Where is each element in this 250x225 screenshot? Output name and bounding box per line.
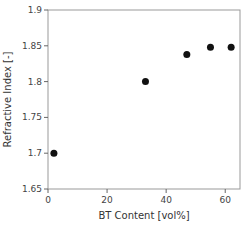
x-axis-label: BT Content [vol%] xyxy=(98,210,189,221)
scatter-point xyxy=(183,51,190,58)
x-tick xyxy=(107,189,108,193)
x-tick xyxy=(225,189,226,193)
axes: 0 20 40 60 1.65 1.7 1.75 1.8 1.85 1.9 xyxy=(22,5,231,205)
y-tick xyxy=(44,189,48,190)
y-tick-label: 1.75 xyxy=(22,112,42,122)
y-tick xyxy=(44,10,48,11)
y-tick xyxy=(44,117,48,118)
x-tick-label: 20 xyxy=(101,195,113,205)
chart-container: 0 20 40 60 1.65 1.7 1.75 1.8 1.85 1.9 BT Content [… xyxy=(0,0,250,225)
y-tick xyxy=(44,45,48,46)
y-axis-label: Refractive Index [-] xyxy=(2,51,13,147)
x-tick-label: 0 xyxy=(45,195,51,205)
scatter-point xyxy=(50,150,57,157)
y-tick-label: 1.65 xyxy=(22,184,42,194)
x-tick-label: 60 xyxy=(220,195,232,205)
x-tick-label: 40 xyxy=(160,195,172,205)
points xyxy=(50,44,234,157)
y-tick-label: 1.8 xyxy=(28,77,43,87)
y-tick-label: 1.85 xyxy=(22,41,42,51)
y-tick-label: 1.7 xyxy=(28,148,42,158)
chart-svg: 0 20 40 60 1.65 1.7 1.75 1.8 1.85 1.9 BT Content [… xyxy=(0,0,250,225)
x-tick xyxy=(166,189,167,193)
y-tick xyxy=(44,153,48,154)
y-tick xyxy=(44,81,48,82)
scatter-point xyxy=(228,44,235,51)
scatter-point xyxy=(142,78,149,85)
scatter-point xyxy=(207,44,214,51)
y-tick-label: 1.9 xyxy=(28,5,43,15)
x-tick xyxy=(48,189,49,193)
plot-frame xyxy=(48,10,240,189)
